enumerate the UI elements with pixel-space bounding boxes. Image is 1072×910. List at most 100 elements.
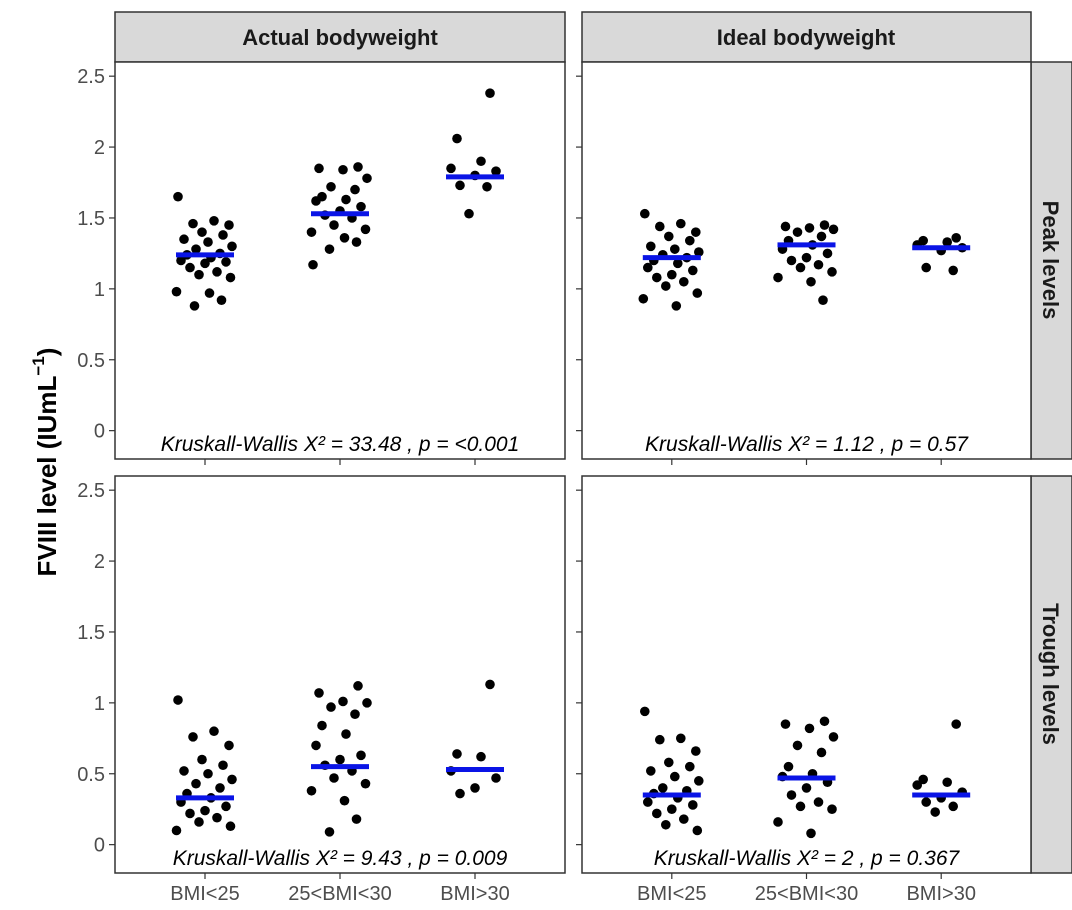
- panel-1-1-point: [455, 180, 465, 191]
- panel-1-1-point: [324, 244, 335, 254]
- panel-2-1-point: [476, 751, 486, 762]
- panel-2-1-point: [353, 681, 363, 691]
- panel-1-2-point: [667, 269, 677, 280]
- panel-1-1-frame: [114, 61, 566, 460]
- panel-1-2-point: [679, 276, 689, 287]
- panel-2-2-point: [646, 766, 656, 776]
- panel-1-1-point: [362, 173, 372, 184]
- col-strip-ideal-label: Ideal bodyweight: [717, 25, 896, 50]
- panel-1-2-point: [670, 244, 680, 254]
- panel-2-2-point: [676, 733, 686, 744]
- panel-1-1-point: [179, 234, 189, 245]
- panel-1-2-point: [638, 293, 649, 304]
- panel-1-2-point: [942, 237, 952, 247]
- row-strip-peak-label: Peak levels: [1038, 201, 1063, 320]
- panel-2-1-point: [194, 817, 204, 827]
- panel-2-2-point: [827, 804, 837, 814]
- panel-2-1-point: [317, 720, 327, 731]
- panel-2-1-y-tick-label: 2.5: [77, 480, 105, 502]
- panel-2-1-point: [197, 754, 207, 765]
- panel-2-2-point: [692, 825, 703, 836]
- panel-2-1-y-tick-label: 0.5: [77, 764, 105, 786]
- panel-1-2-point: [819, 220, 830, 230]
- panel-2-1-point: [203, 768, 213, 779]
- panel-1-1-point: [185, 262, 195, 273]
- panel-2-2-point: [691, 746, 701, 756]
- panel-2-2-point: [930, 807, 940, 817]
- panel-1-1-point: [224, 220, 234, 230]
- panel-1-1-y-tick-label: 2: [94, 137, 105, 159]
- panel-2-2-point: [828, 732, 839, 742]
- panel-1-1-point: [464, 208, 474, 219]
- panel-2-2-point: [688, 800, 698, 810]
- panel-2-1-point: [314, 688, 324, 698]
- panel-2-1-point: [470, 783, 480, 793]
- panel-1-2-point: [806, 276, 816, 287]
- panel-1-2-point: [828, 224, 839, 235]
- panel-1-1-y-tick-label: 1.5: [77, 208, 105, 230]
- panel-1-2-point: [676, 218, 686, 229]
- panel-1-2-point: [643, 262, 653, 273]
- panel-2-2-point: [795, 801, 806, 812]
- panel-2-1-point: [362, 698, 372, 708]
- panel-2-1-point: [329, 773, 339, 783]
- panel-1-1-point: [204, 288, 215, 298]
- panel-2-1-point: [351, 814, 362, 824]
- panel-2-1-point: [191, 778, 201, 789]
- panel-1-2-point: [816, 231, 827, 242]
- panel-1-2-point: [801, 252, 812, 263]
- panel-1-1-point: [329, 220, 339, 230]
- panel-1-1-point: [308, 259, 318, 270]
- panel-1-2-point: [786, 255, 797, 266]
- y-axis-title: FVIII level (IUmL−1): [29, 348, 62, 577]
- panel-2-1-point: [485, 679, 495, 690]
- panel-2-1-point: [227, 774, 237, 785]
- panel-1-2-point: [804, 223, 815, 233]
- panel-1-1-point: [482, 181, 492, 192]
- panel-2-1-point: [339, 795, 350, 806]
- panel-1-1-point: [176, 255, 186, 266]
- panel-2-1-point: [188, 732, 198, 742]
- panel-1-1-point: [306, 227, 317, 237]
- panel-1-2-point: [655, 221, 665, 232]
- panel-2-1-stat-label: Kruskall-Wallis X² = 9.43 , p = 0.009: [173, 847, 508, 870]
- panel-2-1-x-tick-label: 25<BMI<30: [288, 883, 391, 905]
- panel-1-2-point: [664, 231, 674, 242]
- panel-2-2-point: [658, 783, 668, 793]
- panel-2-1-point: [200, 805, 210, 816]
- panel-1-1-y-tick-label: 0: [94, 421, 105, 443]
- panel-2-1-y-tick-label: 0: [94, 835, 105, 857]
- col-strip-actual-label: Actual bodyweight: [242, 25, 438, 50]
- panel-1-2-stat-label: Kruskall-Wallis X² = 1.12 , p = 0.57: [645, 433, 969, 456]
- panel-2-1-x-tick-label: BMI>30: [440, 883, 509, 905]
- panel-2-2-point: [655, 734, 665, 745]
- panel-2-1-y-tick-label: 1: [94, 693, 105, 715]
- panel-2-1-point: [452, 749, 462, 759]
- panel-2-1-point: [356, 750, 366, 761]
- panel-1-1-point: [476, 156, 486, 167]
- panel-2-1-frame: [114, 475, 566, 874]
- panel-2-2-frame: [581, 475, 1032, 874]
- panel-1-1-point: [189, 301, 200, 311]
- panel-1-1-y-tick-label: 2.5: [77, 66, 105, 88]
- panel-1-1-point: [188, 218, 198, 229]
- panel-1-1-point: [485, 88, 495, 98]
- panel-2-2-point: [643, 797, 653, 807]
- panel-1-1-point: [209, 216, 219, 226]
- panel-2-1-point: [212, 812, 222, 823]
- panel-1-2-point: [818, 295, 828, 306]
- panel-2-2-point: [816, 747, 827, 758]
- panel-1-2-point: [661, 281, 671, 291]
- panel-1-2-point: [691, 227, 701, 237]
- panel-2-1-point: [360, 778, 371, 789]
- panel-1-2-point: [795, 262, 806, 273]
- panel-2-2-point: [661, 819, 671, 830]
- panel-2-2-point: [948, 801, 958, 812]
- panel-1-2-point: [921, 262, 931, 273]
- panel-2-1-point: [335, 754, 345, 765]
- panel-2-2-point: [773, 817, 783, 827]
- panel-2-2-point: [694, 776, 704, 786]
- panel-2-2-point: [792, 740, 803, 751]
- y-axis-title-superscript: −1: [29, 356, 48, 375]
